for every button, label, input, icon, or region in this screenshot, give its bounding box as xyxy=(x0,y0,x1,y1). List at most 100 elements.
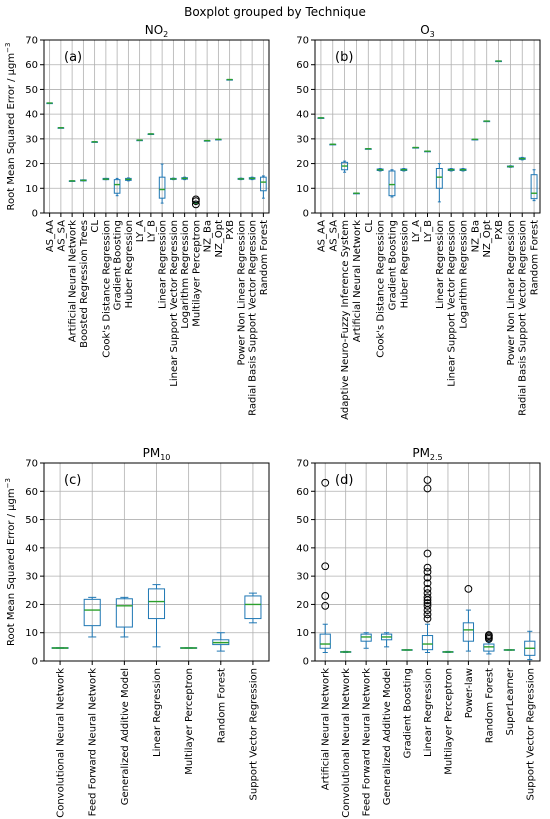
box-iqr xyxy=(83,598,101,627)
x-tick-label: Adaptive Neuro-Fuzzy Inference System xyxy=(340,220,351,420)
x-tick-label: Feed Forward Neural Network xyxy=(362,668,373,817)
box-element xyxy=(360,632,372,649)
box-element xyxy=(483,120,491,123)
box-element xyxy=(57,127,65,129)
box-element xyxy=(319,478,331,654)
box-element xyxy=(495,60,503,63)
x-tick-label: AS_SA xyxy=(328,220,339,252)
box-element xyxy=(68,180,76,182)
box-element xyxy=(459,168,467,172)
x-tick-label: Random Forest xyxy=(216,668,227,743)
x-tick-label: CL xyxy=(90,220,101,233)
box-element xyxy=(400,168,408,172)
box-outlier xyxy=(423,476,432,484)
box-element xyxy=(147,584,166,648)
box-element xyxy=(125,177,132,182)
x-tick-label: NZ_Ba xyxy=(470,220,481,252)
x-tick-label: Boosted Regression Trees xyxy=(79,220,90,348)
x-tick-label: Linear Support Vector Regression xyxy=(169,220,180,387)
panel-label: (b) xyxy=(335,50,353,65)
x-tick-label: Gradient Boosting xyxy=(403,668,414,758)
x-tick-label: AS_SA xyxy=(56,220,67,252)
x-tick-label: Radial Basis Support Vector Regression xyxy=(248,220,259,416)
box-iqr xyxy=(435,168,443,189)
x-tick-label: Linear Regression xyxy=(423,668,434,757)
box-outlier xyxy=(423,589,432,598)
box-outlier xyxy=(464,584,473,593)
x-tick-label: LY_B xyxy=(146,220,157,242)
box-outlier xyxy=(191,195,200,204)
y-tick-label: 70 xyxy=(25,36,38,47)
box-outlier xyxy=(423,484,432,493)
x-tick-label: AS_AA xyxy=(316,220,327,252)
figure-title: Boxplot grouped by Technique xyxy=(184,5,366,19)
y-tick-label: 60 xyxy=(296,60,309,71)
box-element xyxy=(260,175,267,199)
x-tick-label: Convolutional Neural Network xyxy=(341,668,352,818)
box-element xyxy=(341,160,349,173)
box-element xyxy=(462,584,475,652)
box-element xyxy=(113,177,121,197)
box-element xyxy=(388,169,396,198)
chart-panel: 0 10 20 30 40 50 60 70 AS_AA AS_SA Artificial Neur… xyxy=(4,23,270,416)
box-element xyxy=(212,632,230,652)
box-iqr xyxy=(360,633,372,642)
y-tick-label: 20 xyxy=(25,159,38,170)
box-element xyxy=(401,649,413,651)
y-tick-label: 10 xyxy=(296,184,309,195)
box-element xyxy=(147,133,155,136)
y-tick-label: 60 xyxy=(25,60,38,71)
box-outlier xyxy=(191,200,200,209)
y-tick-label: 0 xyxy=(32,209,38,220)
x-tick-label: AS_AA xyxy=(45,220,56,252)
box-element xyxy=(412,146,420,149)
box-element xyxy=(248,176,256,181)
x-tick-label: Random Forest xyxy=(259,220,270,295)
box-element xyxy=(170,177,177,181)
x-tick-label: Linear Regression xyxy=(435,220,446,309)
box-outlier xyxy=(423,593,432,602)
chart-panel: 0 10 20 30 40 50 60 70 Artificial Neural Network… xyxy=(296,446,541,818)
box-iqr xyxy=(421,635,434,651)
box-iqr xyxy=(113,179,121,194)
box-element xyxy=(226,78,233,81)
box-element xyxy=(83,596,101,638)
x-tick-label: Power-law xyxy=(464,668,475,718)
x-tick-label: Gradient Boosting xyxy=(113,220,124,310)
box-element xyxy=(376,168,384,172)
box-outlier xyxy=(321,601,330,610)
box-iqr xyxy=(244,595,262,620)
box-outlier xyxy=(321,562,330,571)
box-element xyxy=(471,138,479,141)
y-tick-label: 50 xyxy=(296,515,309,526)
x-tick-label: Linear Regression xyxy=(158,220,169,309)
x-tick-label: PXB xyxy=(494,220,505,240)
y-tick-label: 70 xyxy=(25,459,38,470)
box-outlier xyxy=(423,549,432,558)
x-tick-label: Cook's Distance Regression xyxy=(376,220,387,358)
box-outlier xyxy=(484,631,493,639)
x-tick-label: Feed Forward Neural Network xyxy=(88,668,99,817)
x-tick-label: Multilayer Perceptron xyxy=(184,668,195,775)
box-iqr xyxy=(388,170,396,197)
box-element xyxy=(447,168,455,172)
x-tick-label: Power Non Linear Regression xyxy=(506,220,517,365)
box-element xyxy=(215,138,222,141)
x-tick-label: Huber Regression xyxy=(124,220,135,308)
box-element xyxy=(136,139,143,142)
x-tick-label: Multilayer Perceptron xyxy=(191,220,202,327)
x-tick-label: PXB xyxy=(225,220,236,240)
y-tick-label: 70 xyxy=(296,459,309,470)
x-tick-label: CL xyxy=(364,220,375,233)
x-tick-label: Multilayer Perceptron xyxy=(443,668,454,775)
y-tick-label: 50 xyxy=(25,515,38,526)
box-element xyxy=(158,163,166,204)
box-iqr xyxy=(147,588,166,620)
y-tick-label: 50 xyxy=(296,85,309,96)
box-element xyxy=(518,156,526,161)
y-tick-label: 40 xyxy=(296,543,309,554)
box-element xyxy=(244,592,262,624)
box-outlier xyxy=(423,584,432,593)
y-tick-label: 40 xyxy=(25,543,38,554)
